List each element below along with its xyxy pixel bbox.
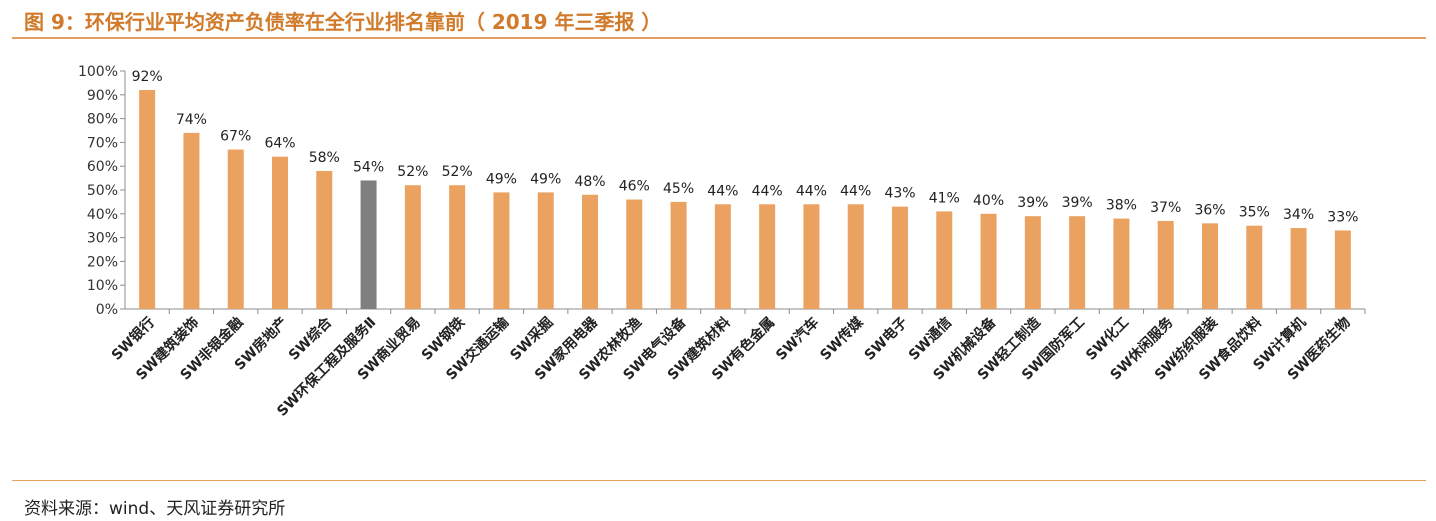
y-tick-label: 20% <box>87 254 118 270</box>
data-label: 45% <box>663 181 694 197</box>
data-label: 37% <box>1150 200 1181 216</box>
y-tick-label: 100% <box>78 64 118 80</box>
data-label: 35% <box>1239 205 1270 221</box>
y-tick-label: 40% <box>87 207 118 223</box>
data-label: 52% <box>397 164 428 180</box>
bar <box>1202 223 1218 309</box>
bar <box>1246 225 1263 309</box>
data-label: 43% <box>884 186 915 202</box>
bar <box>493 192 510 309</box>
data-label: 67% <box>220 129 251 145</box>
data-label: 44% <box>752 183 783 199</box>
bar <box>892 206 908 309</box>
data-label: 54% <box>353 159 384 175</box>
data-label: 36% <box>1194 202 1225 218</box>
bar <box>537 192 554 309</box>
data-label: 38% <box>1106 198 1137 214</box>
data-label: 34% <box>1283 207 1314 223</box>
bar <box>1024 216 1041 309</box>
y-tick-label: 70% <box>87 135 118 151</box>
data-label: 39% <box>1017 195 1048 211</box>
y-tick-label: 60% <box>87 159 118 175</box>
bar <box>316 170 333 309</box>
y-tick-label: 10% <box>87 278 118 294</box>
bar <box>1290 228 1307 309</box>
bar <box>360 180 377 309</box>
bar <box>670 201 687 309</box>
data-label: 44% <box>840 183 871 199</box>
data-label: 58% <box>309 150 340 166</box>
data-label: 33% <box>1327 209 1358 225</box>
bar <box>183 132 200 309</box>
data-label: 41% <box>929 190 960 206</box>
data-label: 48% <box>574 174 605 190</box>
data-label: 44% <box>796 183 827 199</box>
bar <box>936 211 953 309</box>
y-tick-label: 90% <box>87 88 118 104</box>
data-label: 52% <box>442 164 473 180</box>
bar <box>980 213 997 309</box>
bar <box>803 204 820 309</box>
bar <box>1334 230 1351 309</box>
source-note: 资料来源：wind、天风证券研究所 <box>24 499 286 519</box>
title-divider <box>12 37 1426 39</box>
x-tick-label: SW传媒 <box>817 313 868 364</box>
data-label: 40% <box>973 193 1004 209</box>
bar <box>227 149 244 309</box>
y-tick-label: 30% <box>87 231 118 247</box>
data-label: 46% <box>619 179 650 195</box>
bar <box>139 90 156 309</box>
bar <box>1157 220 1174 309</box>
data-label: 64% <box>264 136 295 152</box>
data-label: 49% <box>486 171 517 187</box>
bar <box>714 204 731 309</box>
bar-chart: 0%10%20%30%40%50%60%70%80%90%100% 92%SW银行… <box>78 64 1366 420</box>
y-tick-label: 80% <box>87 112 118 128</box>
data-label: 39% <box>1062 195 1093 211</box>
data-label: 49% <box>530 171 561 187</box>
bar <box>449 185 466 309</box>
x-tick-label: SW电子 <box>861 314 911 364</box>
data-label: 44% <box>707 183 738 199</box>
y-tick-label: 0% <box>96 302 118 318</box>
bar <box>404 185 421 309</box>
bar <box>272 156 288 309</box>
data-label: 74% <box>176 112 207 128</box>
data-label: 92% <box>132 69 163 85</box>
footer-divider <box>12 480 1426 481</box>
bar <box>1069 216 1086 309</box>
bar <box>626 199 643 309</box>
bar <box>1113 218 1130 309</box>
x-tick-label: SW汽车 <box>772 314 822 364</box>
chart-title: 图 9：环保行业平均资产负债率在全行业排名靠前（ 2019 年三季报 ） <box>24 10 662 34</box>
bar <box>847 204 864 309</box>
bar <box>582 194 598 309</box>
y-tick-label: 50% <box>87 183 118 199</box>
bar <box>759 204 776 309</box>
